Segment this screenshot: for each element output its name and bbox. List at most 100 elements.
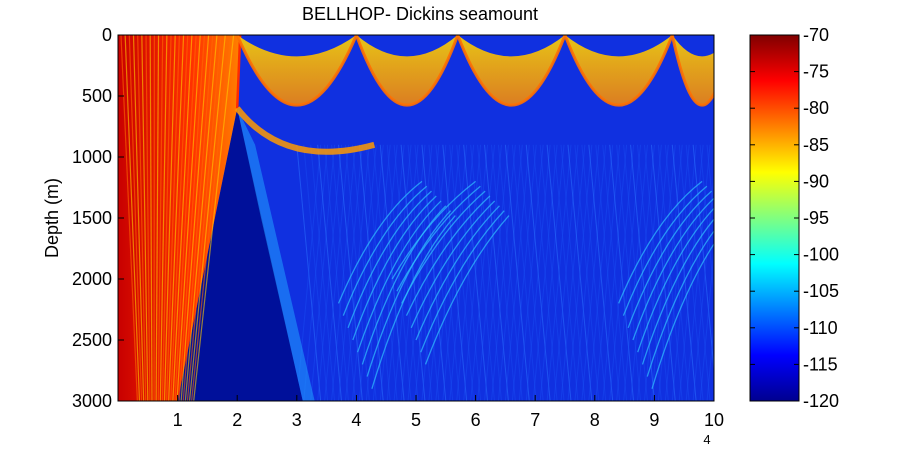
- caustic-band: [420, 210, 505, 353]
- chart-title: BELLHOP- Dickins seamount: [302, 4, 538, 24]
- deep-ray: [650, 144, 676, 401]
- deep-ray: [699, 144, 714, 300]
- deep-ray: [470, 144, 495, 401]
- deep-ray: [421, 144, 447, 401]
- deep-ray: [643, 144, 669, 401]
- y-axis: 0 500 1000 1500 2000 2500 3000: [72, 25, 124, 411]
- y-tick-label: 2500: [72, 330, 112, 350]
- colorbar-tick-label: -100: [803, 245, 839, 265]
- x-tick-label: 9: [649, 410, 659, 430]
- deep-ray: [365, 144, 391, 401]
- deep-ray: [504, 144, 530, 401]
- colorbar-tick-label: -105: [803, 281, 839, 301]
- deep-ray: [303, 144, 329, 401]
- deep-ray: [699, 246, 714, 401]
- deep-ray: [428, 144, 454, 401]
- deep-ray: [671, 144, 697, 401]
- y-tick-label: 1500: [72, 208, 112, 228]
- deep-ray: [567, 144, 593, 401]
- direct-ray: [188, 35, 226, 401]
- deep-ray: [303, 144, 329, 401]
- caustic-band: [401, 190, 486, 304]
- deep-ray: [609, 144, 635, 401]
- direct-ray: [163, 35, 176, 401]
- deep-ray: [470, 144, 495, 401]
- deep-ray: [442, 144, 468, 401]
- deep-ray: [317, 144, 342, 401]
- deep-ray: [664, 144, 690, 401]
- direct-ray: [161, 35, 172, 401]
- deep-ray: [685, 144, 711, 401]
- deep-ray: [442, 144, 468, 401]
- deep-ray: [310, 144, 336, 401]
- deep-ray: [344, 144, 370, 401]
- colorbar-tick-label: -80: [803, 98, 829, 118]
- deep-ray: [407, 144, 433, 401]
- deep-ray: [317, 144, 342, 401]
- colorbar-tick-label: -85: [803, 135, 829, 155]
- direct-path-zone: [118, 35, 242, 401]
- deep-ray: [595, 144, 621, 401]
- deep-ray: [539, 144, 565, 401]
- direct-ray: [178, 35, 206, 401]
- deep-ray: [372, 144, 398, 401]
- direct-ray: [182, 35, 214, 401]
- deep-ray: [546, 144, 572, 401]
- x-tick-label: 2: [232, 410, 242, 430]
- deep-ray: [588, 144, 614, 401]
- y-axis-label: Depth (m): [42, 178, 62, 258]
- caustic-band: [410, 200, 496, 329]
- deep-ray: [365, 144, 391, 401]
- deep-ray: [623, 144, 648, 401]
- deep-ray: [616, 144, 641, 401]
- deep-ray: [435, 144, 461, 401]
- direct-ray: [170, 35, 189, 401]
- caustic-band: [415, 205, 500, 341]
- deep-ray: [504, 144, 530, 401]
- colorbar-tick-label: -120: [803, 391, 839, 411]
- deep-ray: [637, 144, 662, 401]
- direct-ray: [191, 35, 231, 401]
- colorbar-tick-label: -90: [803, 171, 829, 191]
- deep-ray: [393, 144, 419, 401]
- x-tick-label: 1: [173, 410, 183, 430]
- caustic-band: [651, 242, 714, 389]
- deep-ray: [372, 144, 398, 401]
- direct-ray: [172, 35, 193, 401]
- reflected-zone: [237, 108, 315, 401]
- deep-ray: [692, 171, 714, 401]
- x-tick-label: 4: [351, 410, 361, 430]
- deep-ray: [560, 144, 586, 401]
- deep-ray: [581, 144, 607, 401]
- direct-ray: [186, 35, 222, 401]
- x-tick-label: 6: [471, 410, 481, 430]
- colorbar-tick-label: -115: [803, 354, 838, 374]
- deep-ray: [567, 144, 593, 401]
- direct-ray: [124, 35, 141, 401]
- deep-ray: [484, 144, 509, 401]
- deep-ray: [616, 144, 641, 401]
- surface-convergence-layer: [234, 35, 714, 155]
- colorbar-axis: -70 -75 -80 -85 -90 -95 -100 -105 -110 -115 -120: [750, 25, 839, 411]
- caustic-band: [337, 180, 423, 304]
- direct-ray: [157, 35, 164, 401]
- deep-ray: [400, 144, 426, 401]
- deep-ray: [379, 144, 405, 401]
- colorbar-tick-label: -95: [803, 208, 829, 228]
- deep-ray: [463, 144, 489, 401]
- convergence-caustic: [456, 35, 567, 107]
- deep-ray: [581, 144, 607, 401]
- caustic-band: [627, 190, 713, 329]
- deep-ray: [532, 144, 558, 401]
- seamount-reflection-caustic: [234, 106, 376, 155]
- deep-ray: [706, 320, 714, 401]
- caustic-band: [618, 180, 703, 304]
- deep-ray: [595, 144, 621, 401]
- deep-ray: [692, 144, 714, 375]
- direct-ray: [155, 35, 160, 401]
- x-tick-label: 8: [590, 410, 600, 430]
- caustic-band: [632, 197, 714, 341]
- deep-ray: [546, 144, 572, 401]
- deep-ray: [351, 144, 377, 401]
